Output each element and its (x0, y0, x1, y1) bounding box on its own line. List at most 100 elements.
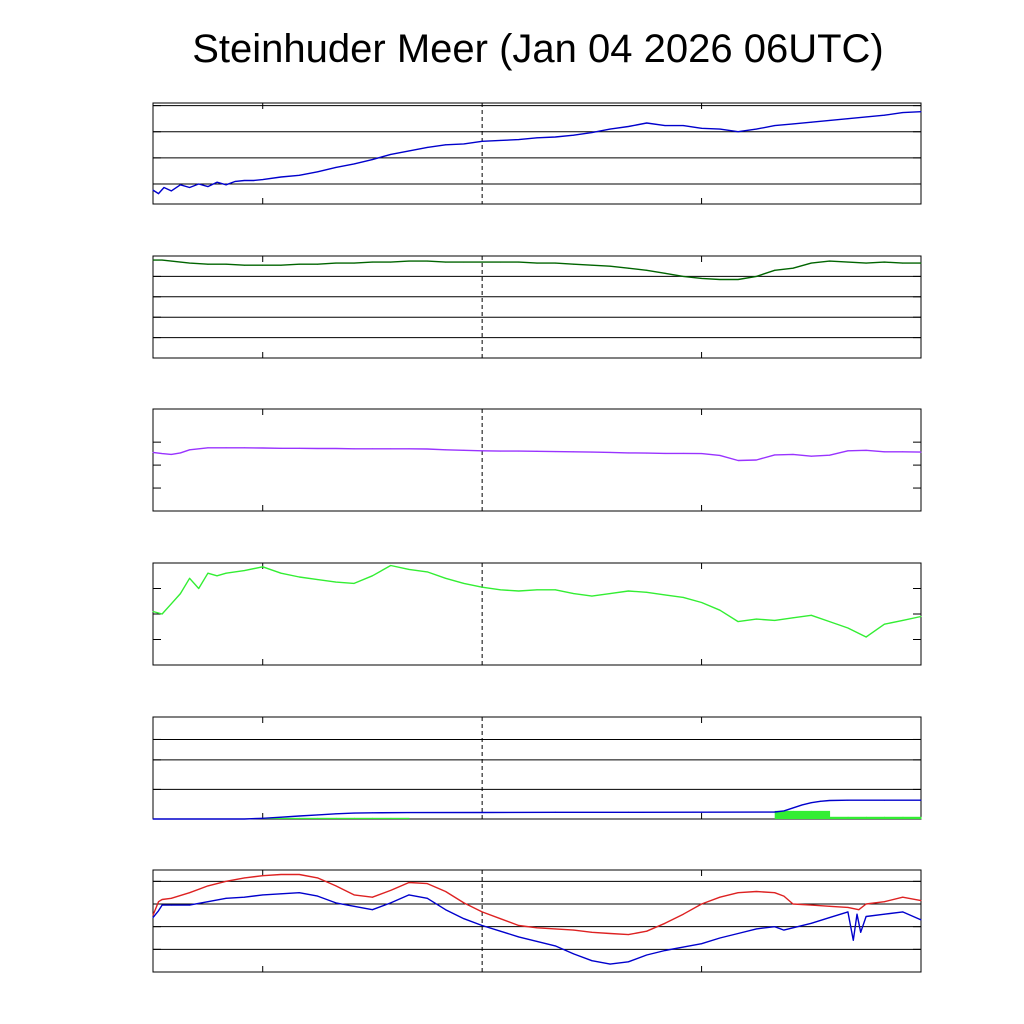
data-point (920, 451, 922, 453)
data-point (865, 116, 867, 118)
data-point (390, 153, 392, 155)
data-point (755, 618, 757, 620)
data-point (646, 591, 648, 593)
rain-bar (281, 817, 300, 819)
data-point (573, 953, 575, 955)
data-point (298, 263, 300, 265)
data-point (298, 874, 300, 875)
panel-frame (152, 408, 922, 512)
data-point (701, 811, 703, 813)
data-point (152, 818, 154, 820)
series-temperature (152, 873, 922, 936)
data-point (298, 892, 300, 894)
data-point (481, 812, 483, 813)
data-point (280, 176, 282, 178)
data-point (481, 140, 483, 142)
data-point (262, 447, 264, 449)
data-point (829, 905, 831, 907)
data-point (902, 262, 904, 264)
data-point (829, 917, 831, 919)
data-point (298, 576, 300, 578)
data-point (701, 127, 703, 129)
data-point (920, 111, 922, 113)
data-point (353, 163, 355, 165)
data-point (317, 448, 319, 449)
data-point (627, 811, 629, 813)
data-point (920, 262, 922, 264)
rain-bar (847, 816, 867, 819)
data-point (682, 275, 684, 277)
data-point (317, 579, 319, 581)
data-point (408, 882, 410, 883)
data-point (810, 262, 812, 264)
data-point (573, 134, 575, 136)
rain-bar (299, 817, 319, 819)
data-point (536, 262, 538, 264)
data-point (902, 911, 904, 913)
data-point (865, 262, 867, 264)
data-point (152, 914, 154, 916)
data-point (536, 137, 538, 139)
data-point (189, 449, 191, 451)
data-point (536, 927, 538, 929)
data-point (883, 799, 885, 801)
data-point (253, 180, 255, 181)
series-wind-speed (152, 564, 922, 638)
data-point (829, 260, 831, 262)
data-point (426, 883, 428, 885)
data-point (865, 636, 867, 638)
data-point (499, 139, 501, 141)
data-point (883, 913, 885, 915)
data-point (755, 928, 757, 930)
data-point (847, 118, 849, 120)
data-point (317, 171, 319, 173)
rain-bar (866, 816, 885, 819)
data-point (280, 893, 282, 895)
data-point (390, 889, 392, 891)
data-point (463, 449, 465, 451)
data-point (792, 807, 794, 809)
data-point (573, 451, 575, 453)
data-point (783, 810, 785, 812)
data-point (335, 262, 337, 264)
rain-bar (793, 810, 812, 819)
data-point (158, 193, 159, 195)
data-point (481, 450, 483, 452)
data-point (627, 452, 629, 454)
data-point (682, 452, 684, 454)
data-point (426, 146, 428, 148)
data-point (225, 184, 227, 186)
data-point (920, 616, 922, 617)
data-point (189, 892, 191, 894)
data-point (829, 621, 831, 623)
data-point (810, 802, 812, 804)
data-point (262, 566, 264, 568)
data-point (445, 891, 447, 892)
data-point (829, 800, 831, 801)
data-point (371, 812, 373, 814)
data-point (554, 589, 556, 591)
data-point (646, 269, 648, 271)
data-point (810, 904, 812, 906)
data-point (591, 451, 593, 453)
data-point (317, 263, 319, 265)
data-point (445, 449, 447, 451)
data-point (682, 125, 684, 127)
data-point (792, 903, 794, 905)
data-point (883, 114, 885, 116)
data-point (152, 451, 154, 453)
data-point (865, 449, 867, 451)
rain-bar (354, 817, 373, 819)
series-line (152, 447, 922, 462)
data-point (682, 946, 684, 948)
data-point (920, 799, 922, 801)
data-point (737, 933, 739, 934)
data-point (207, 186, 209, 188)
data-point (719, 609, 721, 611)
data-point (554, 451, 556, 453)
data-point (883, 261, 885, 263)
series-line (152, 564, 922, 638)
data-point (234, 180, 236, 182)
data-point (774, 926, 776, 928)
